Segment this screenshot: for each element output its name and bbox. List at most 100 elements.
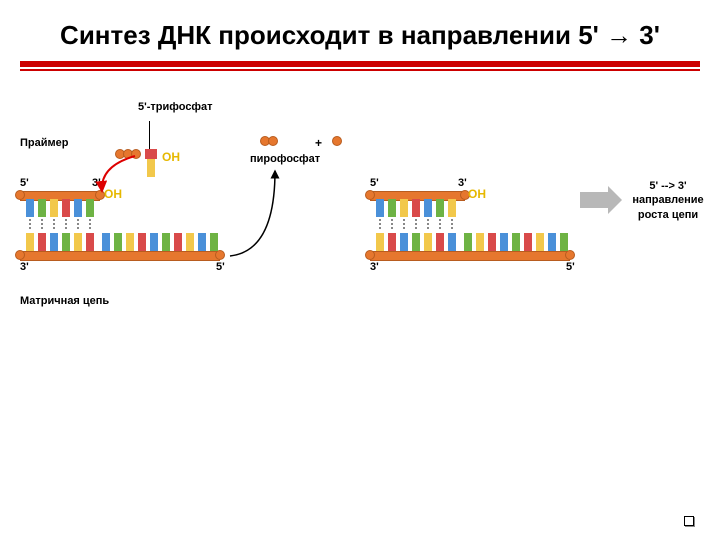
direction-caption-line: 5' --> 3' bbox=[628, 179, 708, 193]
right-hbond bbox=[439, 227, 441, 229]
right-template-strand bbox=[370, 251, 570, 261]
right-template-base bbox=[424, 233, 432, 251]
end-3prime: 3' bbox=[370, 261, 379, 273]
right-hbond bbox=[391, 223, 393, 225]
left-template-base bbox=[86, 233, 94, 251]
end-5prime: 5' bbox=[566, 261, 575, 273]
right-template-base bbox=[536, 233, 544, 251]
right-hbond bbox=[451, 227, 453, 229]
oh-label: OH bbox=[468, 187, 486, 201]
right-template-base bbox=[512, 233, 520, 251]
end-5prime: 5' bbox=[370, 177, 379, 189]
left-template-base bbox=[138, 233, 146, 251]
direction-caption-line: направление bbox=[628, 193, 708, 207]
left-hbond bbox=[41, 223, 43, 225]
left-hbond bbox=[89, 223, 91, 225]
left-template-strand bbox=[20, 251, 220, 261]
reaction-arrow-icon bbox=[220, 161, 340, 261]
right-primer-base bbox=[388, 199, 396, 217]
right-primer-base bbox=[448, 199, 456, 217]
left-template-base bbox=[50, 233, 58, 251]
left-hbond bbox=[29, 219, 31, 221]
triphosphate-label: 5'-трифосфат bbox=[138, 101, 213, 113]
accent-rule-thin bbox=[20, 69, 700, 71]
right-template-base bbox=[500, 233, 508, 251]
left-template-base bbox=[62, 233, 70, 251]
right-template-base bbox=[448, 233, 456, 251]
right-template-base bbox=[476, 233, 484, 251]
direction-caption: 5' --> 3'направлениероста цепи bbox=[628, 179, 708, 222]
left-hbond bbox=[41, 219, 43, 221]
page-title: Синтез ДНК происходит в направлении 5' →… bbox=[0, 0, 720, 61]
left-hbond bbox=[77, 223, 79, 225]
right-template-base bbox=[376, 233, 384, 251]
right-hbond bbox=[451, 223, 453, 225]
right-template-base bbox=[400, 233, 408, 251]
direction-caption-line: роста цепи bbox=[628, 208, 708, 222]
left-template-base bbox=[126, 233, 134, 251]
left-hbond bbox=[29, 223, 31, 225]
left-hbond bbox=[53, 223, 55, 225]
right-hbond bbox=[403, 219, 405, 221]
right-primer-base bbox=[412, 199, 420, 217]
right-template-base bbox=[560, 233, 568, 251]
direction-arrow-icon bbox=[580, 186, 622, 214]
left-template-base bbox=[198, 233, 206, 251]
right-primer-base bbox=[400, 199, 408, 217]
right-hbond bbox=[427, 219, 429, 221]
slide-marker-icon bbox=[684, 516, 694, 526]
left-primer-base bbox=[38, 199, 46, 217]
right-template-strand-endcap bbox=[565, 250, 575, 260]
left-template-base bbox=[150, 233, 158, 251]
right-hbond bbox=[391, 219, 393, 221]
left-hbond bbox=[41, 227, 43, 229]
left-hbond bbox=[77, 219, 79, 221]
left-hbond bbox=[77, 227, 79, 229]
left-primer-base bbox=[62, 199, 70, 217]
right-primer-base bbox=[376, 199, 384, 217]
plus-sign: + bbox=[315, 136, 322, 150]
right-hbond bbox=[403, 223, 405, 225]
pyrophosphate-label: пирофосфат bbox=[250, 153, 320, 165]
left-template-base bbox=[74, 233, 82, 251]
right-hbond bbox=[415, 219, 417, 221]
end-5prime: 5' bbox=[20, 177, 29, 189]
right-hbond bbox=[379, 227, 381, 229]
right-hbond bbox=[415, 223, 417, 225]
left-primer-base bbox=[50, 199, 58, 217]
left-hbond bbox=[65, 219, 67, 221]
right-primer-base bbox=[424, 199, 432, 217]
right-hbond bbox=[391, 227, 393, 229]
right-hbond bbox=[427, 227, 429, 229]
phosphate-circle bbox=[332, 136, 342, 146]
right-primer-base bbox=[436, 199, 444, 217]
left-hbond bbox=[29, 227, 31, 229]
right-hbond bbox=[451, 219, 453, 221]
left-template-base bbox=[38, 233, 46, 251]
right-hbond bbox=[403, 227, 405, 229]
left-primer-base bbox=[86, 199, 94, 217]
primer-label: Праймер bbox=[20, 137, 68, 149]
right-primer-strand-endcap bbox=[365, 190, 375, 200]
right-template-base bbox=[464, 233, 472, 251]
right-hbond bbox=[439, 219, 441, 221]
end-3prime: 3' bbox=[20, 261, 29, 273]
left-hbond bbox=[65, 227, 67, 229]
right-hbond bbox=[439, 223, 441, 225]
right-template-base bbox=[388, 233, 396, 251]
right-template-base bbox=[524, 233, 532, 251]
accent-rule-thick bbox=[20, 61, 700, 67]
end-3prime: 3' bbox=[458, 177, 467, 189]
right-hbond bbox=[379, 223, 381, 225]
left-template-base bbox=[186, 233, 194, 251]
oh-label: OH bbox=[162, 150, 180, 164]
left-hbond bbox=[53, 219, 55, 221]
right-template-strand-endcap bbox=[365, 250, 375, 260]
left-template-strand-endcap bbox=[15, 250, 25, 260]
end-5prime: 5' bbox=[216, 261, 225, 273]
left-template-base bbox=[210, 233, 218, 251]
template-label: Матричная цепь bbox=[20, 295, 109, 307]
left-hbond bbox=[89, 227, 91, 229]
attack-arrow-icon bbox=[90, 151, 150, 201]
right-hbond bbox=[427, 223, 429, 225]
